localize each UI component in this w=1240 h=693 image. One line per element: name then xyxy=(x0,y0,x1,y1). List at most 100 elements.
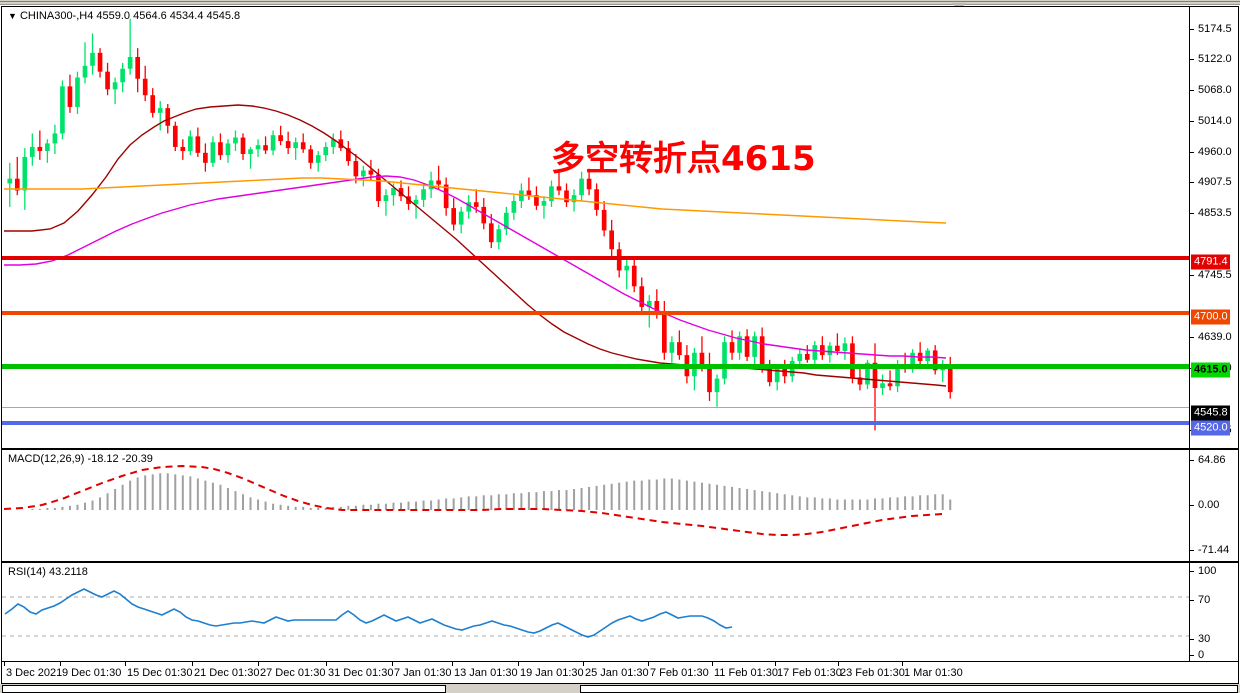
price-tick-label: 4745.5 xyxy=(1198,269,1232,281)
candle-body xyxy=(338,139,344,149)
candle-body xyxy=(443,184,449,209)
ma-mid-line xyxy=(4,175,947,359)
candle-body xyxy=(52,133,58,144)
candle-body xyxy=(67,86,73,107)
candle-body xyxy=(376,174,381,202)
candle-body xyxy=(285,141,291,149)
macd-axis[interactable]: 64.86 0.00 -71.44 xyxy=(1189,450,1238,561)
bottom-segment-left[interactable] xyxy=(2,685,446,693)
candle-body xyxy=(150,95,156,113)
price-tick-mark xyxy=(1190,29,1194,30)
candle-body xyxy=(925,350,930,361)
time-tick-label: 19 Jan 01:30 xyxy=(520,667,584,679)
candle-body xyxy=(752,336,757,357)
rsi-svg xyxy=(2,588,1190,638)
candle-body xyxy=(165,108,171,126)
time-tick-label: 31 Dec 01:30 xyxy=(328,667,394,679)
candle-body xyxy=(601,209,607,231)
ma-slow-line xyxy=(4,177,947,224)
rsi-plot[interactable] xyxy=(2,563,1190,661)
candle-body xyxy=(827,345,833,356)
price-tick-label: 5122.0 xyxy=(1198,53,1232,65)
candle-body xyxy=(662,312,667,353)
rsi-tick-mark xyxy=(1190,655,1194,656)
macd-histogram xyxy=(31,473,952,510)
candle-body xyxy=(421,189,426,200)
price-pane[interactable]: ▼ CHINA300-,H4 4559.0 4564.6 4534.4 4545… xyxy=(1,6,1239,449)
macd-pane[interactable]: MACD(12,26,9) -18.12 -20.39 64.86 0.00 -71… xyxy=(1,449,1239,562)
time-tick-mark xyxy=(838,662,839,666)
price-tick-mark xyxy=(1190,121,1194,122)
time-tick-label: 25 Jan 01:30 xyxy=(585,667,649,679)
price-plot[interactable]: 多空转折点4615 xyxy=(2,7,1190,448)
candle-body xyxy=(579,178,584,196)
candle-body xyxy=(14,178,20,191)
candle-body xyxy=(263,145,268,151)
time-axis[interactable]: 3 Dec 2021 9 Dec 01:30 15 Dec 01:30 21 Dec … xyxy=(1,662,1239,684)
candle-body xyxy=(135,56,140,79)
candle-body xyxy=(774,368,780,383)
candle-body xyxy=(910,352,915,369)
time-tick-label: 23 Feb 01:30 xyxy=(840,667,905,679)
candle-body xyxy=(451,208,456,225)
rsi-tick-mark xyxy=(1190,639,1194,640)
macd-label: MACD(12,26,9) -18.12 -20.39 xyxy=(8,453,153,465)
time-tick-mark xyxy=(125,662,126,666)
candle-body xyxy=(466,202,472,212)
candle-body xyxy=(413,199,419,204)
macd-tick-mark xyxy=(1190,460,1194,461)
chart-title-text: CHINA300-,H4 4559.0 4564.6 4534.4 4545.8 xyxy=(19,10,241,22)
candle-body xyxy=(458,211,464,225)
candle-body xyxy=(255,145,261,150)
candle-body xyxy=(511,201,517,213)
candle-body xyxy=(127,56,133,69)
rsi-pane[interactable]: RSI(14) 43.2118 100 70 30 0 xyxy=(1,562,1239,662)
price-annotation: 多空转折点4615 xyxy=(551,139,816,179)
candle-body xyxy=(436,180,441,185)
hline-4545 xyxy=(2,407,1190,408)
candle-body xyxy=(308,149,314,163)
top-scroll-strip[interactable] xyxy=(0,0,1240,5)
macd-tick-label: 0.00 xyxy=(1198,499,1220,511)
macd-tick-mark xyxy=(1190,550,1194,551)
candle-body xyxy=(120,68,125,83)
candle-body xyxy=(188,136,193,152)
candle-body xyxy=(895,364,900,387)
candle-body xyxy=(872,362,878,389)
candle-body xyxy=(488,223,494,243)
candle-body xyxy=(594,189,599,210)
current-price-4545-badge[interactable]: 4545.8 xyxy=(1191,405,1230,421)
price-tick-mark xyxy=(1190,337,1194,338)
collapse-triangle-icon[interactable]: ▼ xyxy=(8,11,17,21)
price-axis[interactable]: 5174.5 5122.0 5068.0 5014.0 4960.0 4907.5 4853… xyxy=(1189,7,1238,448)
time-tick-label: 17 Feb 01:30 xyxy=(777,667,842,679)
candle-body xyxy=(428,180,434,190)
bottom-segment-right[interactable] xyxy=(580,685,1238,693)
top-divider-line xyxy=(0,1,1240,2)
price-tick-label: 4960.0 xyxy=(1198,146,1232,158)
candle-body xyxy=(549,186,554,202)
rsi-axis[interactable]: 100 70 30 0 xyxy=(1189,563,1238,661)
candle-body xyxy=(782,368,788,377)
candle-body xyxy=(496,229,502,243)
candle-body xyxy=(225,143,231,156)
candle-body xyxy=(835,345,840,351)
candle-body xyxy=(767,366,772,383)
candle-body xyxy=(504,212,509,230)
time-tick-label: 21 Dec 01:30 xyxy=(194,667,260,679)
candle-body xyxy=(887,383,893,387)
candle-body xyxy=(278,135,283,142)
price-tick-mark xyxy=(1190,59,1194,60)
candle-body xyxy=(850,343,855,378)
price-level-4520-badge[interactable]: 4520.0 xyxy=(1191,420,1230,436)
price-level-4700-badge[interactable]: 4700.0 xyxy=(1191,309,1230,325)
price-level-4615-badge[interactable]: 4615.0 xyxy=(1191,362,1230,378)
time-tick-mark xyxy=(583,662,584,666)
macd-plot[interactable] xyxy=(2,450,1190,561)
candle-body xyxy=(932,350,938,371)
bottom-status-strip xyxy=(0,684,1240,693)
candle-body xyxy=(797,353,803,361)
price-level-4791-badge[interactable]: 4791.4 xyxy=(1191,254,1230,270)
candle-body xyxy=(361,170,366,177)
candle-body xyxy=(744,336,750,357)
